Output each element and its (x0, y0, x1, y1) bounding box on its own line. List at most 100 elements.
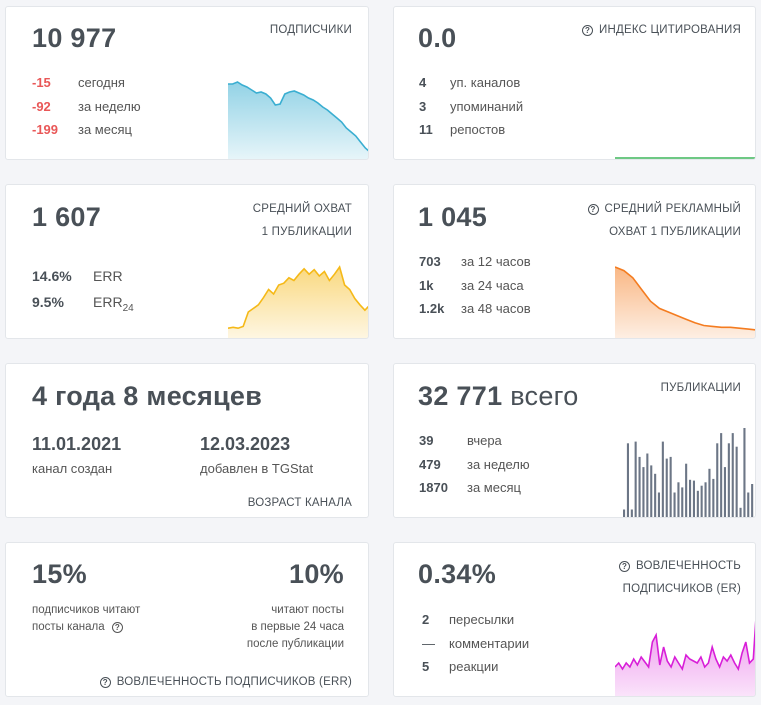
avg-reach-trend-area (228, 267, 368, 338)
stat-label: упоминаний (450, 98, 524, 114)
publication-bar (650, 465, 653, 517)
ad-reach-trend-line (615, 266, 755, 331)
stat-value: 1k (419, 277, 434, 293)
channel-age-card[interactable]: 4 года 8 месяцев 11.01.2021 канал создан… (5, 363, 369, 518)
publications-card[interactable]: 32 771 всего публикации 39 вчера 479 за не… (393, 363, 756, 518)
created-date: 11.01.2021 (32, 434, 122, 454)
stat-row: -199 за месяц (32, 118, 141, 142)
avg-reach-card[interactable]: 1 607 средний охват 1 публикации 14.6% ER… (5, 184, 369, 339)
stat-row: -15 сегодня (32, 71, 141, 95)
stat-row: 1k за 24 часа (419, 274, 531, 298)
readers-percent: 15% (32, 559, 87, 589)
stat-value: -92 (32, 98, 51, 114)
stat-row: — комментарии (422, 632, 529, 656)
engagement-card[interactable]: 0.34% ? вовлеченность подписчиков (ER) 2 п… (393, 542, 756, 697)
publication-bar (700, 485, 703, 517)
stat-row: 703 за 12 часов (419, 250, 531, 274)
citation-title-text: индекс цитирования (599, 24, 741, 36)
stat-label: вчера (467, 433, 502, 448)
stat-label: репостов (450, 122, 506, 137)
stat-label: за 48 часов (461, 301, 531, 316)
publication-bar (677, 482, 680, 517)
ad-reach-trend-chart[interactable] (615, 249, 756, 339)
stat-value: 2 (422, 612, 430, 627)
stat-label: сегодня (78, 75, 125, 90)
subscribers-stats: -15 сегодня -92 за неделю -199 за месяц (32, 71, 141, 142)
stat-row: 2 пересылки (422, 608, 529, 632)
ad-reach-card[interactable]: 1 045 ? средний рекламный охват 1 публика… (393, 184, 756, 339)
citation-title: ? индекс цитирования (582, 19, 741, 42)
stat-label: комментарии (449, 635, 530, 651)
stat-value: -199 (32, 122, 59, 137)
engagement-trend-line (615, 620, 755, 672)
help-icon[interactable]: ? (619, 561, 631, 572)
stat-row: 4 уп. каналов (419, 71, 523, 95)
help-icon[interactable]: ? (99, 677, 111, 688)
err24-subscript: 24 (122, 302, 134, 314)
stat-value: 11 (419, 122, 433, 137)
title-line: подписчиков (ER) (622, 583, 741, 595)
avg-reach-trend-line (228, 265, 368, 330)
readers-footer-text: вовлеченность подписчиков (ERR) (116, 676, 352, 688)
readers-24h-percent: 10% (289, 559, 344, 589)
readers-description: подписчиков читают посты канала ? (32, 602, 140, 636)
desc-line: в первые 24 часа (251, 621, 344, 633)
engagement-trend-chart[interactable] (615, 597, 756, 697)
publication-bar (689, 479, 692, 517)
ad-reach-trend-area (615, 267, 755, 338)
publication-bar (708, 468, 711, 517)
publication-bar (735, 446, 738, 517)
stat-label: за 24 часа (461, 277, 524, 293)
subscribers-trend-line (228, 81, 368, 152)
help-icon[interactable]: ? (111, 622, 123, 633)
publication-bar (634, 441, 637, 517)
title-line: средний охват (252, 203, 352, 215)
help-icon[interactable]: ? (582, 25, 594, 36)
publications-total: 32 771 (418, 381, 503, 411)
subscribers-card[interactable]: 10 977 подписчики -15 сегодня -92 за недел… (5, 6, 369, 160)
stat-label: за 12 часов (461, 254, 531, 269)
err-label: ERR (93, 268, 123, 284)
err-value: 14.6% (32, 268, 72, 284)
publications-bar-chart[interactable] (623, 426, 755, 518)
desc-line: посты канала ? (32, 619, 140, 636)
publication-bar (642, 467, 645, 517)
desc-line: читают посты (271, 604, 344, 616)
readers-err-card[interactable]: 15% подписчиков читают посты канала ? 10… (5, 542, 369, 697)
publication-bar (692, 480, 695, 517)
publication-bar (704, 482, 707, 517)
stat-value: 1.2k (419, 301, 445, 316)
citation-index-value: 0.0 (418, 23, 457, 53)
stat-value: 39 (419, 433, 434, 448)
stat-row: -92 за неделю (32, 95, 141, 119)
stat-value: — (422, 635, 435, 651)
readers-24h-description: читают посты в первые 24 часа после публ… (247, 602, 344, 653)
publication-bar (716, 443, 719, 517)
stat-label: уп. каналов (450, 75, 521, 90)
publication-bar (661, 441, 664, 517)
stat-label: за месяц (78, 122, 132, 137)
ad-reach-stats: 703 за 12 часов 1k за 24 часа 1.2k за 48 ча… (419, 250, 531, 321)
publication-bar (685, 463, 688, 517)
help-icon[interactable]: ? (587, 204, 599, 215)
title-line: ? средний рекламный (587, 198, 741, 221)
citation-card[interactable]: 0.0 ? индекс цитирования 4 уп. каналов 3 уп… (393, 6, 756, 160)
stat-row: 11 репостов (419, 118, 523, 142)
publications-title: публикации (660, 382, 741, 394)
publication-bar (646, 453, 649, 517)
subscribers-title: подписчики (269, 24, 352, 36)
engagement-value: 0.34% (418, 559, 497, 589)
publications-stats: 39 вчера 479 за неделю 1870 за месяц (419, 429, 530, 500)
publication-bar (720, 433, 723, 517)
citation-trend-chart[interactable] (615, 155, 756, 160)
publication-bar (673, 492, 676, 517)
stat-value: 479 (419, 456, 441, 472)
title-line-text: средний рекламный (604, 203, 741, 215)
publication-bar (747, 492, 750, 517)
stat-value: 703 (419, 254, 441, 269)
stat-value: 4 (419, 75, 427, 90)
publication-bar (626, 443, 629, 517)
subscribers-trend-chart[interactable] (228, 60, 369, 160)
avg-reach-trend-chart[interactable] (228, 249, 369, 339)
stat-row: 1.2k за 48 часов (419, 297, 531, 321)
